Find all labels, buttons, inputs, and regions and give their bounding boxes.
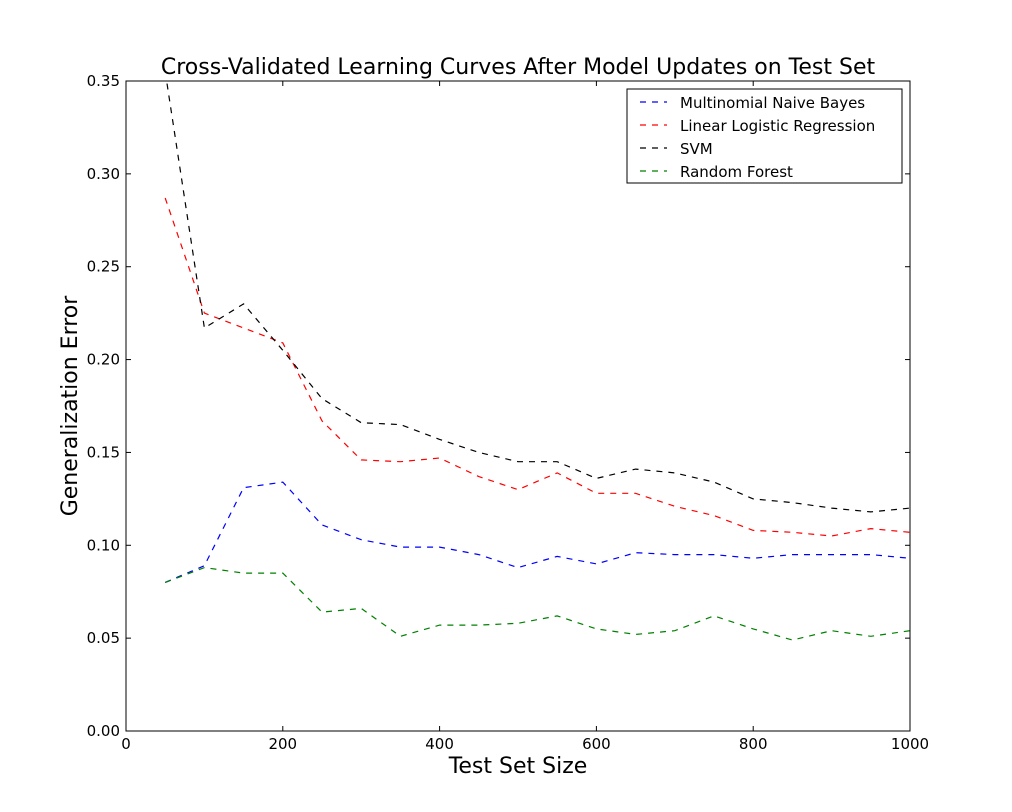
legend-label-linear-logistic-regression: Linear Logistic Regression [680, 117, 875, 135]
y-tick-label: 0.30 [87, 165, 120, 183]
y-tick-label: 0.15 [87, 443, 120, 461]
plot-frame [125, 80, 911, 732]
legend-label-multinomial-naive-bayes: Multinomial Naive Bayes [680, 94, 865, 112]
legend-box [626, 88, 903, 184]
x-tick-label: 600 [582, 735, 611, 753]
y-tick-label: 0.20 [87, 351, 120, 369]
y-tick-label: 0.25 [87, 258, 120, 276]
x-tick-label: 800 [739, 735, 768, 753]
plot-area [126, 81, 910, 731]
y-tick-label: 0.05 [87, 629, 120, 647]
y-axis: 0.00 0.05 0.10 0.15 0.20 0.25 0.30 0.35 [87, 72, 910, 740]
legend-label-random-forest: Random Forest [680, 163, 793, 181]
x-tick-label: 200 [268, 735, 297, 753]
legend: Multinomial Naive Bayes Linear Logistic R… [626, 88, 903, 184]
x-tick-label: 0 [121, 735, 131, 753]
y-tick-label: 0.35 [87, 72, 120, 90]
legend-label-svm: SVM [680, 140, 713, 158]
y-tick-label: 0.10 [87, 536, 120, 554]
x-tick-label: 400 [425, 735, 454, 753]
series-line-svm [166, 81, 910, 513]
x-axis: 0 200 400 600 800 1000 [121, 81, 929, 753]
series-line-multinomial-naive-bayes [164, 481, 910, 583]
x-axis-label: Test Set Size [448, 754, 588, 779]
chart-title: Cross-Validated Learning Curves After Mo… [161, 55, 876, 80]
y-tick-label: 0.00 [87, 722, 120, 740]
series-layer [164, 81, 910, 641]
y-axis-label: Generalization Error [58, 295, 83, 517]
x-tick-label: 1000 [891, 735, 929, 753]
legend-items: Multinomial Naive Bayes Linear Logistic R… [637, 94, 875, 181]
series-line-linear-logistic-regression [164, 197, 910, 537]
